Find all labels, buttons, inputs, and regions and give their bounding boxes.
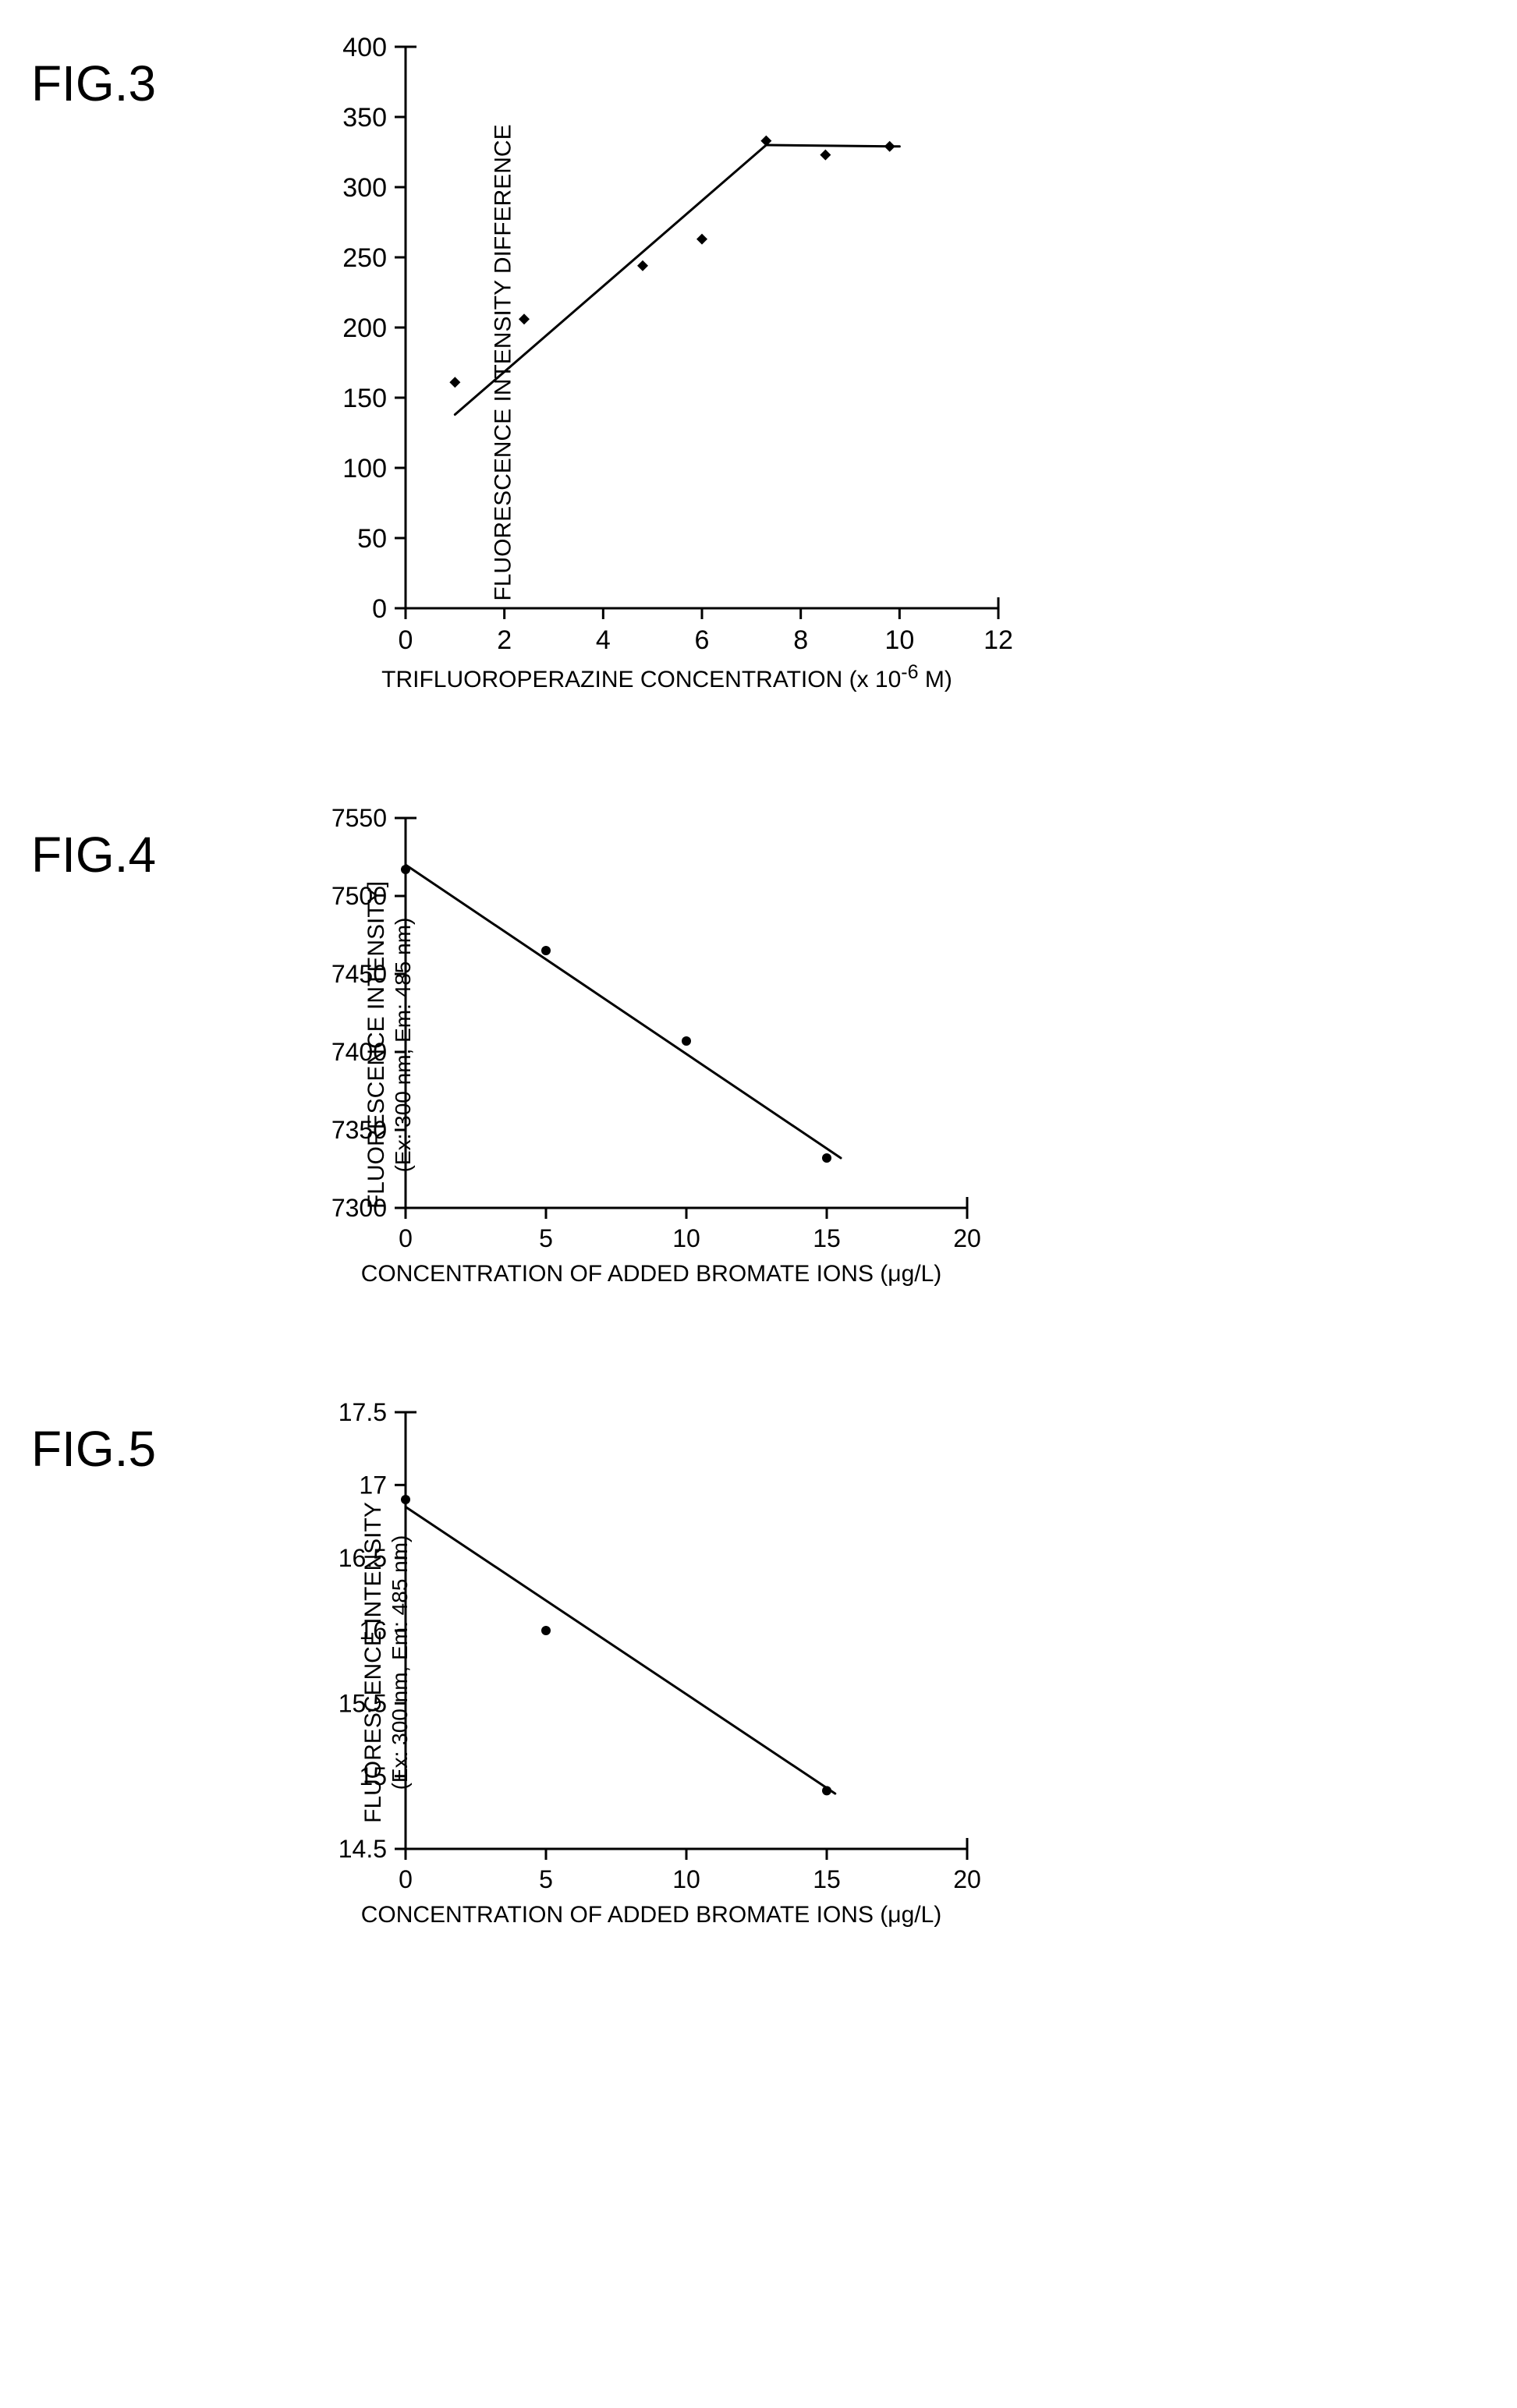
svg-text:6: 6 — [695, 625, 710, 655]
figure-5-ylabel: FLUORESCENCE INTENSITY (Ex: 300 nm, Em: … — [360, 1502, 413, 1823]
figure-4-xlabel: CONCENTRATION OF ADDED BROMATE IONS (μg/… — [312, 1261, 991, 1287]
figure-3-label: FIG.3 — [31, 31, 250, 112]
figure-3-svg: 0 50 100 150 200 250 300 350 400 0 2 4 6 8 10 12 — [312, 31, 1022, 655]
svg-text:5: 5 — [539, 1865, 553, 1893]
page: FIG.3 FLUORESCENCE INTENSITY DIFFERENCE … — [31, 31, 1517, 1928]
figure-5-svg: 14.51515.51616.51717.505101520 — [312, 1397, 991, 1896]
figure-4-label: FIG.4 — [31, 802, 250, 884]
svg-text:17: 17 — [359, 1471, 387, 1500]
svg-text:250: 250 — [342, 243, 387, 273]
figure-3-chart: FLUORESCENCE INTENSITY DIFFERENCE 050100… — [312, 31, 1022, 693]
figure-4-chart: FLUORESCENCE INTENSITY] (Ex: 300 nm, Em:… — [312, 802, 991, 1287]
svg-text:100: 100 — [342, 454, 387, 483]
svg-text:2: 2 — [497, 625, 512, 655]
svg-text:17.5: 17.5 — [338, 1398, 387, 1426]
svg-text:300: 300 — [342, 173, 387, 203]
figure-5-ylabel-line2: (Ex: 300 nm, Em: 485 nm) — [388, 1535, 412, 1790]
svg-text:350: 350 — [342, 103, 387, 133]
figure-3-row: FIG.3 FLUORESCENCE INTENSITY DIFFERENCE … — [31, 31, 1517, 693]
figure-4-ylabel-line1: FLUORESCENCE INTENSITY] — [363, 881, 389, 1209]
svg-text:14.5: 14.5 — [338, 1835, 387, 1863]
figure-5-ylabel-line1: FLUORESCENCE INTENSITY — [360, 1502, 386, 1823]
figure-5-xlabel: CONCENTRATION OF ADDED BROMATE IONS (μg/… — [312, 1902, 991, 1928]
svg-text:0: 0 — [399, 1865, 413, 1893]
svg-text:10: 10 — [884, 625, 914, 655]
figure-3-ylabel: FLUORESCENCE INTENSITY DIFFERENCE — [491, 124, 517, 600]
svg-text:0: 0 — [372, 594, 387, 624]
svg-text:7550: 7550 — [331, 804, 387, 832]
svg-text:10: 10 — [672, 1224, 700, 1252]
svg-text:0: 0 — [399, 625, 413, 655]
svg-text:4: 4 — [596, 625, 611, 655]
svg-text:8: 8 — [793, 625, 808, 655]
figure-4-ylabel-line2: (Ex: 300 nm, Em: 485 nm) — [391, 918, 415, 1173]
figure-4-row: FIG.4 FLUORESCENCE INTENSITY] (Ex: 300 n… — [31, 802, 1517, 1287]
svg-text:0: 0 — [399, 1224, 413, 1252]
svg-text:50: 50 — [357, 524, 387, 554]
figure-5-chart: FLUORESCENCE INTENSITY (Ex: 300 nm, Em: … — [312, 1397, 991, 1928]
figure-5-label: FIG.5 — [31, 1397, 250, 1478]
figure-3-xlabel: TRIFLUOROPERAZINE CONCENTRATION (x 10-6 … — [312, 661, 1022, 693]
svg-text:150: 150 — [342, 384, 387, 413]
svg-text:15: 15 — [813, 1865, 841, 1893]
svg-text:15: 15 — [813, 1224, 841, 1252]
svg-text:5: 5 — [539, 1224, 553, 1252]
svg-text:10: 10 — [672, 1865, 700, 1893]
svg-text:12: 12 — [984, 625, 1013, 655]
svg-text:20: 20 — [953, 1865, 981, 1893]
figure-5-row: FIG.5 FLUORESCENCE INTENSITY (Ex: 300 nm… — [31, 1397, 1517, 1928]
svg-text:200: 200 — [342, 313, 387, 343]
svg-text:400: 400 — [342, 33, 387, 62]
svg-text:20: 20 — [953, 1224, 981, 1252]
figure-4-ylabel: FLUORESCENCE INTENSITY] (Ex: 300 nm, Em:… — [363, 881, 416, 1209]
